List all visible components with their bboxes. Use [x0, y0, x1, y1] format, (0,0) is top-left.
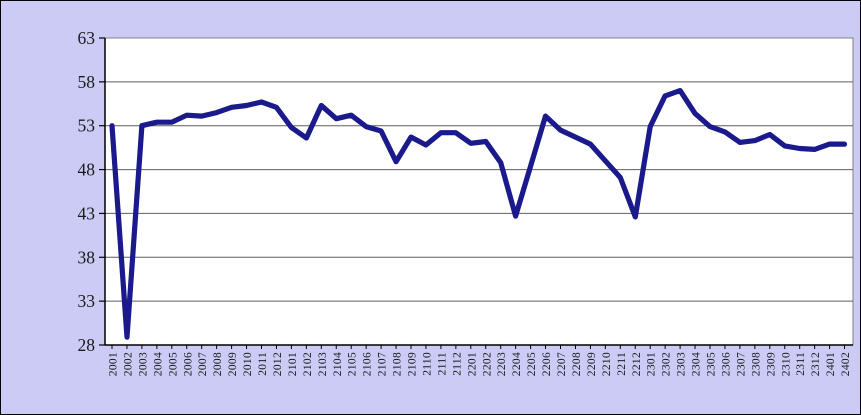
x-tick-label: 2309 — [765, 352, 777, 376]
y-tick-label: 28 — [78, 335, 96, 355]
x-tick-label: 2206 — [541, 352, 553, 376]
x-tick-label: 2210 — [601, 352, 613, 376]
x-tick-label: 2401 — [825, 352, 837, 376]
x-tick-label: 2308 — [750, 352, 762, 376]
x-tick-label: 2010 — [242, 352, 254, 376]
x-tick-label: 2312 — [810, 352, 822, 376]
x-tick-label: 2004 — [152, 352, 164, 376]
x-tick-label: 2208 — [571, 352, 583, 376]
x-tick-label: 2008 — [212, 352, 224, 376]
x-tick-label: 2203 — [496, 352, 508, 376]
x-tick-label: 2009 — [227, 352, 239, 376]
y-tick-label: 53 — [78, 116, 96, 136]
x-tick-label: 2106 — [362, 352, 374, 376]
x-tick-label: 2110 — [421, 352, 433, 376]
x-tick-label: 2002 — [122, 352, 134, 376]
x-tick-label: 2104 — [332, 352, 344, 376]
x-tick-label: 2301 — [646, 352, 658, 376]
x-tick-label: 2105 — [347, 352, 359, 376]
x-tick-label: 2209 — [586, 352, 598, 376]
y-tick-label: 38 — [78, 247, 96, 267]
x-tick-label: 2205 — [526, 352, 538, 376]
y-tick-label: 58 — [78, 72, 96, 92]
data-line-series — [109, 87, 848, 340]
plot-area — [104, 37, 854, 346]
x-tick-label: 2006 — [182, 352, 194, 376]
x-tick-label: 2109 — [407, 352, 419, 376]
x-tick-label: 2211 — [616, 352, 628, 376]
x-tick-label: 2305 — [706, 352, 718, 376]
x-tick-label: 2302 — [661, 352, 673, 376]
y-tick-label: 43 — [78, 203, 96, 223]
x-tick-label: 2402 — [840, 352, 852, 376]
x-tick-label: 2306 — [720, 352, 732, 376]
x-tick-label: 2207 — [556, 352, 568, 376]
x-tick-label: 2011 — [257, 352, 269, 376]
x-tick-label: 2311 — [795, 352, 807, 376]
x-tick-label: 2003 — [137, 352, 149, 376]
x-tick-label: 2202 — [481, 352, 493, 376]
x-tick-label: 2001 — [108, 352, 120, 376]
x-tick-label: 2107 — [377, 352, 389, 376]
x-tick-label: 2007 — [197, 352, 209, 376]
x-tick-label: 2307 — [735, 352, 747, 376]
x-tick-label: 2304 — [691, 352, 703, 376]
x-tick-label: 2101 — [287, 352, 299, 376]
x-tick-label: 2204 — [511, 352, 523, 376]
x-tick-label: 2212 — [631, 352, 643, 376]
x-tick-label: 2112 — [451, 352, 463, 376]
x-tick-label: 2303 — [676, 352, 688, 376]
x-tick-label: 2108 — [392, 352, 404, 376]
x-tick-label: 2111 — [436, 352, 448, 375]
x-tick-label: 2310 — [780, 352, 792, 376]
y-tick-label: 63 — [78, 28, 96, 48]
x-tick-label: 2102 — [302, 352, 314, 376]
x-tick-label: 2201 — [466, 352, 478, 376]
x-tick-label: 2012 — [272, 352, 284, 376]
y-tick-label: 48 — [78, 160, 96, 180]
x-tick-label: 2103 — [317, 352, 329, 376]
y-tick-label: 33 — [78, 291, 96, 311]
x-tick-label: 2005 — [167, 352, 179, 376]
